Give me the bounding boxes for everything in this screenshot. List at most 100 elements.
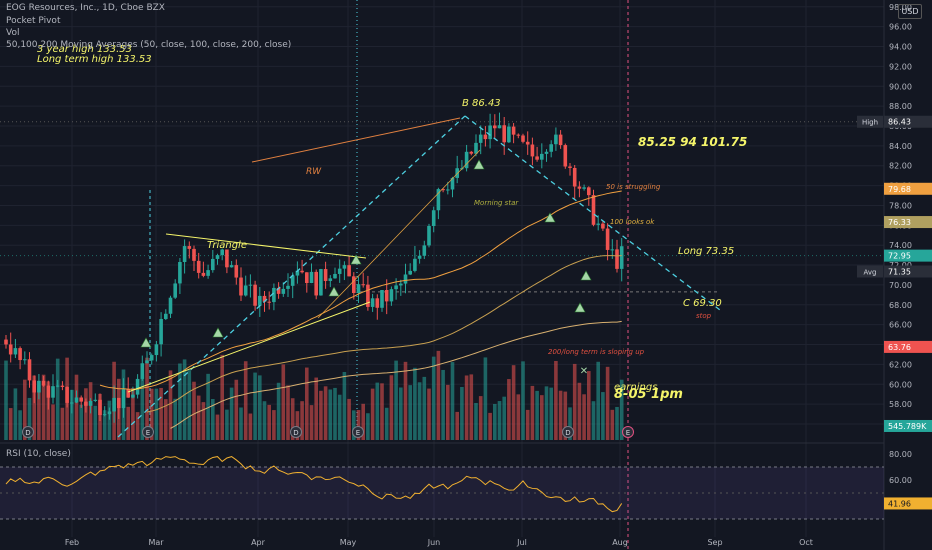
- pocket-pivot-marker: [574, 302, 586, 313]
- event-marker: [562, 426, 574, 438]
- volume-bar: [375, 382, 380, 440]
- candle: [572, 167, 577, 187]
- volume-bar: [300, 401, 304, 440]
- volume-bar: [32, 375, 36, 440]
- candle: [347, 265, 351, 277]
- volume-bar: [389, 375, 394, 440]
- pocket-pivot-marker: [473, 159, 485, 170]
- candle: [478, 134, 483, 143]
- candle: [436, 189, 441, 211]
- candle: [290, 275, 295, 286]
- volume-bar: [413, 367, 417, 440]
- x-tick-label: Feb: [65, 538, 79, 547]
- event-marker: [352, 426, 364, 438]
- chart-title: EOG Resources, Inc., 1D, Cboe BZX: [6, 3, 165, 13]
- candle: [117, 397, 121, 409]
- volume-bar: [267, 404, 271, 440]
- candle: [272, 287, 276, 303]
- candle: [234, 265, 239, 278]
- candle: [225, 249, 229, 268]
- rsi-tick-label: 80.00: [889, 450, 912, 459]
- volume-bar: [225, 409, 229, 440]
- volume-bar: [422, 376, 427, 440]
- candle: [60, 385, 65, 387]
- volume-bar: [126, 406, 130, 440]
- volume-bar: [159, 387, 163, 440]
- volume-bar: [41, 374, 46, 440]
- candle: [215, 255, 220, 259]
- candle: [469, 151, 474, 154]
- candle: [408, 270, 412, 275]
- price-tick-label: 96.00: [889, 23, 912, 32]
- price-tick-label: 82.00: [889, 162, 912, 171]
- volume-bar: [46, 381, 51, 440]
- candle: [370, 298, 375, 307]
- candle: [135, 378, 140, 395]
- trendline-rising: [117, 115, 466, 438]
- price-tag: [884, 115, 932, 128]
- candle: [23, 359, 27, 361]
- candle: [276, 287, 281, 294]
- annotation-text: 200/long term is sloping up: [548, 348, 645, 356]
- volume-bar: [493, 403, 497, 440]
- x-tick-label: Jul: [516, 538, 527, 547]
- triangle-lower-line: [127, 301, 371, 393]
- volume-bar: [55, 358, 60, 440]
- candle: [464, 151, 469, 169]
- volume-bar: [74, 374, 79, 440]
- volume-bar: [366, 413, 370, 440]
- event-marker-label: E: [146, 429, 150, 437]
- candle: [140, 363, 145, 379]
- volume-bar: [168, 370, 173, 440]
- volume-bar: [516, 394, 521, 440]
- candle: [37, 380, 41, 393]
- candle: [229, 265, 234, 268]
- candle: [121, 389, 126, 409]
- volume-bar: [469, 374, 474, 440]
- volume-bar: [417, 382, 422, 440]
- candle: [206, 270, 210, 276]
- volume-bar: [182, 359, 187, 440]
- volume-bar: [530, 385, 535, 440]
- candle: [431, 210, 436, 226]
- volume-bar: [535, 390, 539, 440]
- currency-button[interactable]: USD: [898, 4, 922, 19]
- candle: [196, 260, 201, 273]
- candle: [403, 274, 408, 284]
- volume-bar: [328, 389, 333, 440]
- volume-bar: [497, 401, 502, 440]
- volume-bar: [483, 357, 488, 440]
- candle: [8, 344, 13, 355]
- candle: [192, 248, 196, 261]
- candle: [342, 265, 347, 269]
- price-tick-label: 92.00: [889, 62, 912, 71]
- triangle-upper-line: [165, 233, 367, 259]
- candle: [300, 270, 304, 273]
- rsi-label: RSI (10, close): [6, 449, 71, 459]
- volume-bar: [544, 386, 549, 440]
- volume-bar: [23, 379, 27, 440]
- volume-bar: [619, 379, 624, 440]
- indicator-label-vol: Vol: [6, 28, 20, 38]
- x-tick-label: May: [340, 538, 357, 547]
- volume-bar: [446, 384, 450, 440]
- volume-bar: [431, 356, 436, 440]
- candle: [281, 288, 286, 294]
- candle: [375, 298, 380, 308]
- annotation-text: earnings: [614, 382, 657, 393]
- candle: [568, 166, 572, 168]
- x-tick-label: Oct: [799, 538, 813, 547]
- annotation-text: 8-05 1pm: [614, 387, 683, 402]
- candle: [394, 285, 398, 290]
- volume-bar: [474, 402, 478, 440]
- candle: [93, 399, 98, 401]
- volume-bar: [333, 387, 337, 440]
- pocket-pivot-marker: [328, 286, 340, 297]
- volume-bar: [201, 402, 206, 440]
- candle: [131, 394, 135, 398]
- pocket-pivot-marker: [544, 212, 556, 223]
- candle: [74, 397, 79, 403]
- candle: [540, 153, 544, 160]
